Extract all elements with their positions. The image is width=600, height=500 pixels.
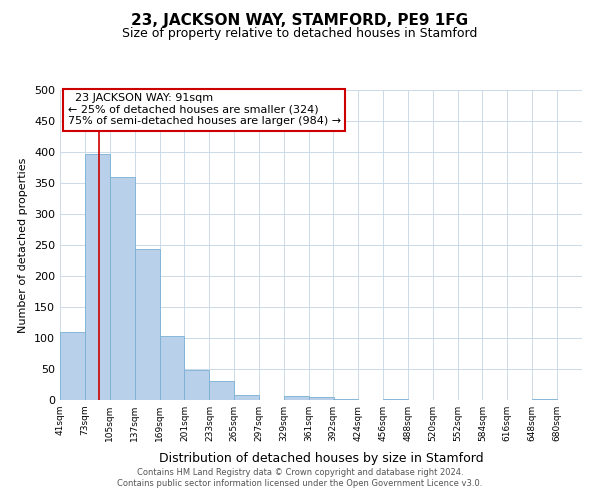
Bar xyxy=(110,177,134,400)
Y-axis label: Number of detached properties: Number of detached properties xyxy=(19,158,28,332)
Text: 23, JACKSON WAY, STAMFORD, PE9 1FG: 23, JACKSON WAY, STAMFORD, PE9 1FG xyxy=(131,12,469,28)
Text: Size of property relative to detached houses in Stamford: Size of property relative to detached ho… xyxy=(122,28,478,40)
Bar xyxy=(333,399,358,400)
Text: 23 JACKSON WAY: 91sqm
← 25% of detached houses are smaller (324)
75% of semi-det: 23 JACKSON WAY: 91sqm ← 25% of detached … xyxy=(68,93,341,126)
Bar xyxy=(234,395,259,400)
Bar xyxy=(60,332,85,400)
Bar xyxy=(284,396,309,400)
X-axis label: Distribution of detached houses by size in Stamford: Distribution of detached houses by size … xyxy=(158,452,484,466)
Bar xyxy=(85,154,110,400)
Bar xyxy=(160,336,184,400)
Text: Contains HM Land Registry data © Crown copyright and database right 2024.
Contai: Contains HM Land Registry data © Crown c… xyxy=(118,468,482,487)
Bar xyxy=(209,382,234,400)
Bar xyxy=(134,248,160,400)
Bar xyxy=(309,397,334,400)
Bar xyxy=(184,370,209,400)
Bar xyxy=(383,399,408,400)
Bar xyxy=(532,399,557,400)
